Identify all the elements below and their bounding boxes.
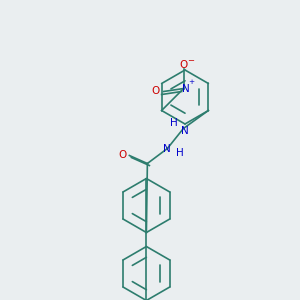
Text: N: N [182,83,190,94]
Text: O: O [152,86,160,97]
Text: H: H [169,118,177,128]
Text: O: O [118,149,127,160]
Text: O: O [179,61,188,70]
Text: −: − [187,56,194,65]
Text: N: N [163,145,170,154]
Text: +: + [189,80,195,85]
Text: N: N [181,125,188,136]
Text: H: H [176,148,183,158]
